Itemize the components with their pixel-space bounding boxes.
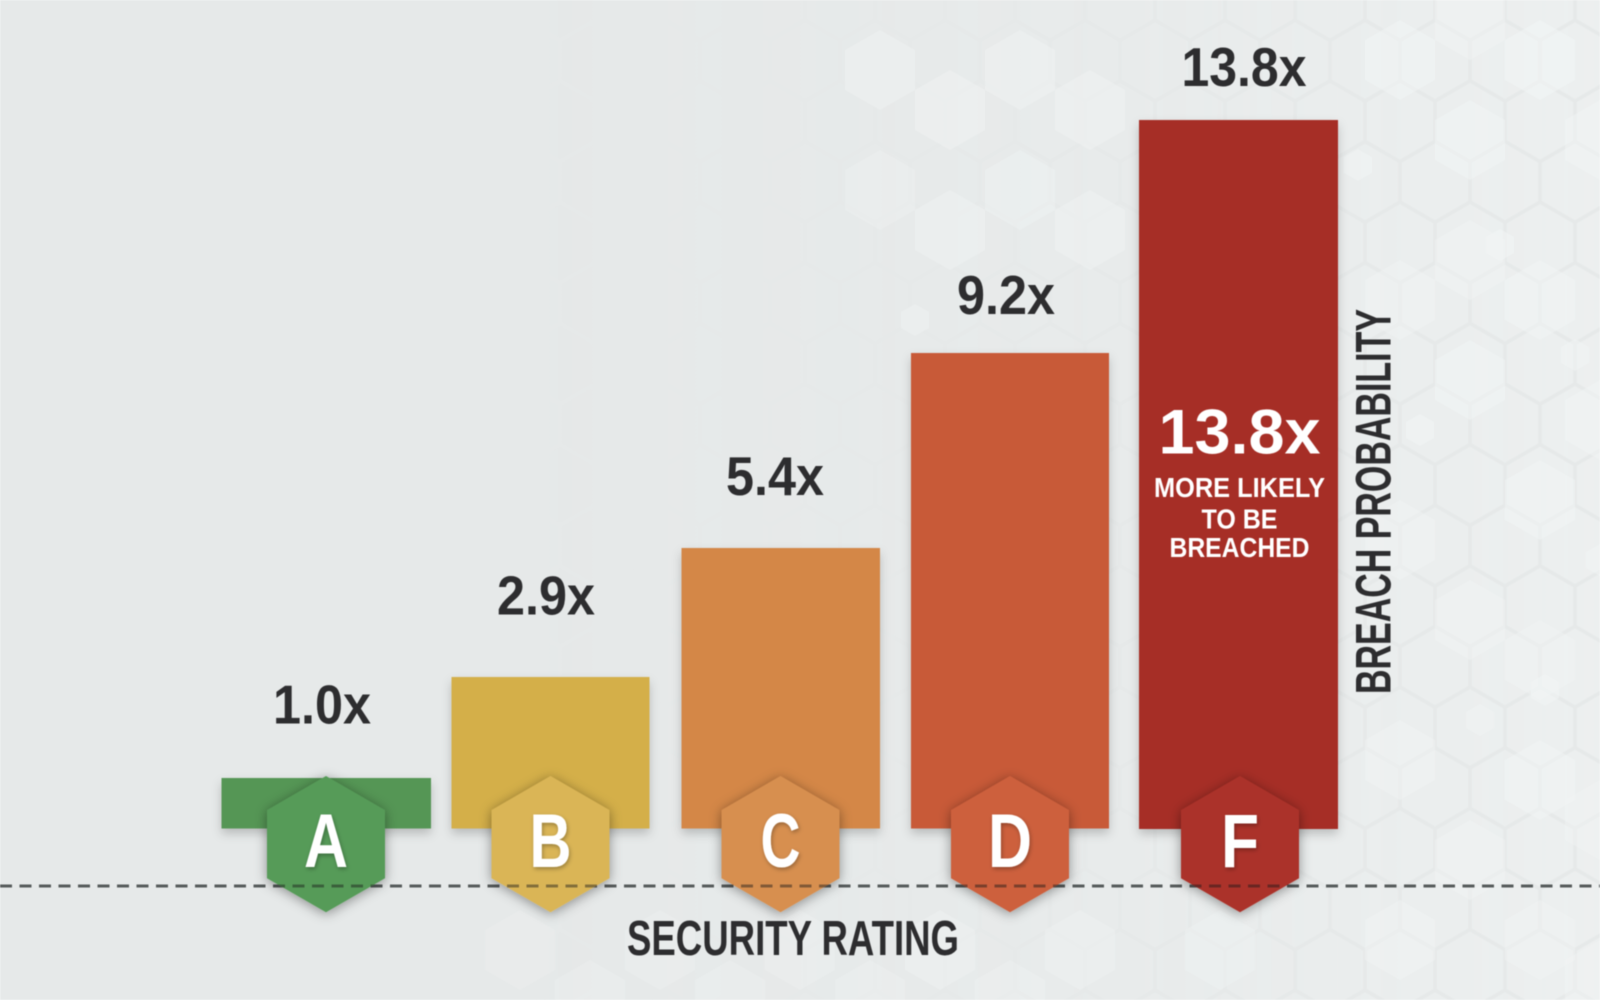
svg-text:C: C — [761, 799, 801, 884]
svg-text:1.0x: 1.0x — [273, 674, 371, 736]
svg-text:13.8x: 13.8x — [1159, 398, 1321, 468]
svg-text:MORE LIKELY: MORE LIKELY — [1154, 472, 1325, 503]
svg-text:TO BE: TO BE — [1202, 504, 1278, 535]
svg-text:A: A — [304, 799, 348, 884]
svg-text:13.8x: 13.8x — [1182, 36, 1307, 98]
svg-text:SECURITY RATING: SECURITY RATING — [627, 912, 959, 966]
svg-text:BREACH PROBABILITY: BREACH PROBABILITY — [1346, 309, 1402, 694]
svg-text:9.2x: 9.2x — [957, 264, 1055, 326]
svg-text:5.4x: 5.4x — [726, 445, 824, 507]
svg-text:B: B — [530, 799, 572, 884]
svg-text:BREACHED: BREACHED — [1170, 532, 1310, 563]
svg-text:2.9x: 2.9x — [497, 565, 595, 627]
svg-text:D: D — [988, 799, 1032, 884]
svg-text:F: F — [1221, 799, 1259, 884]
